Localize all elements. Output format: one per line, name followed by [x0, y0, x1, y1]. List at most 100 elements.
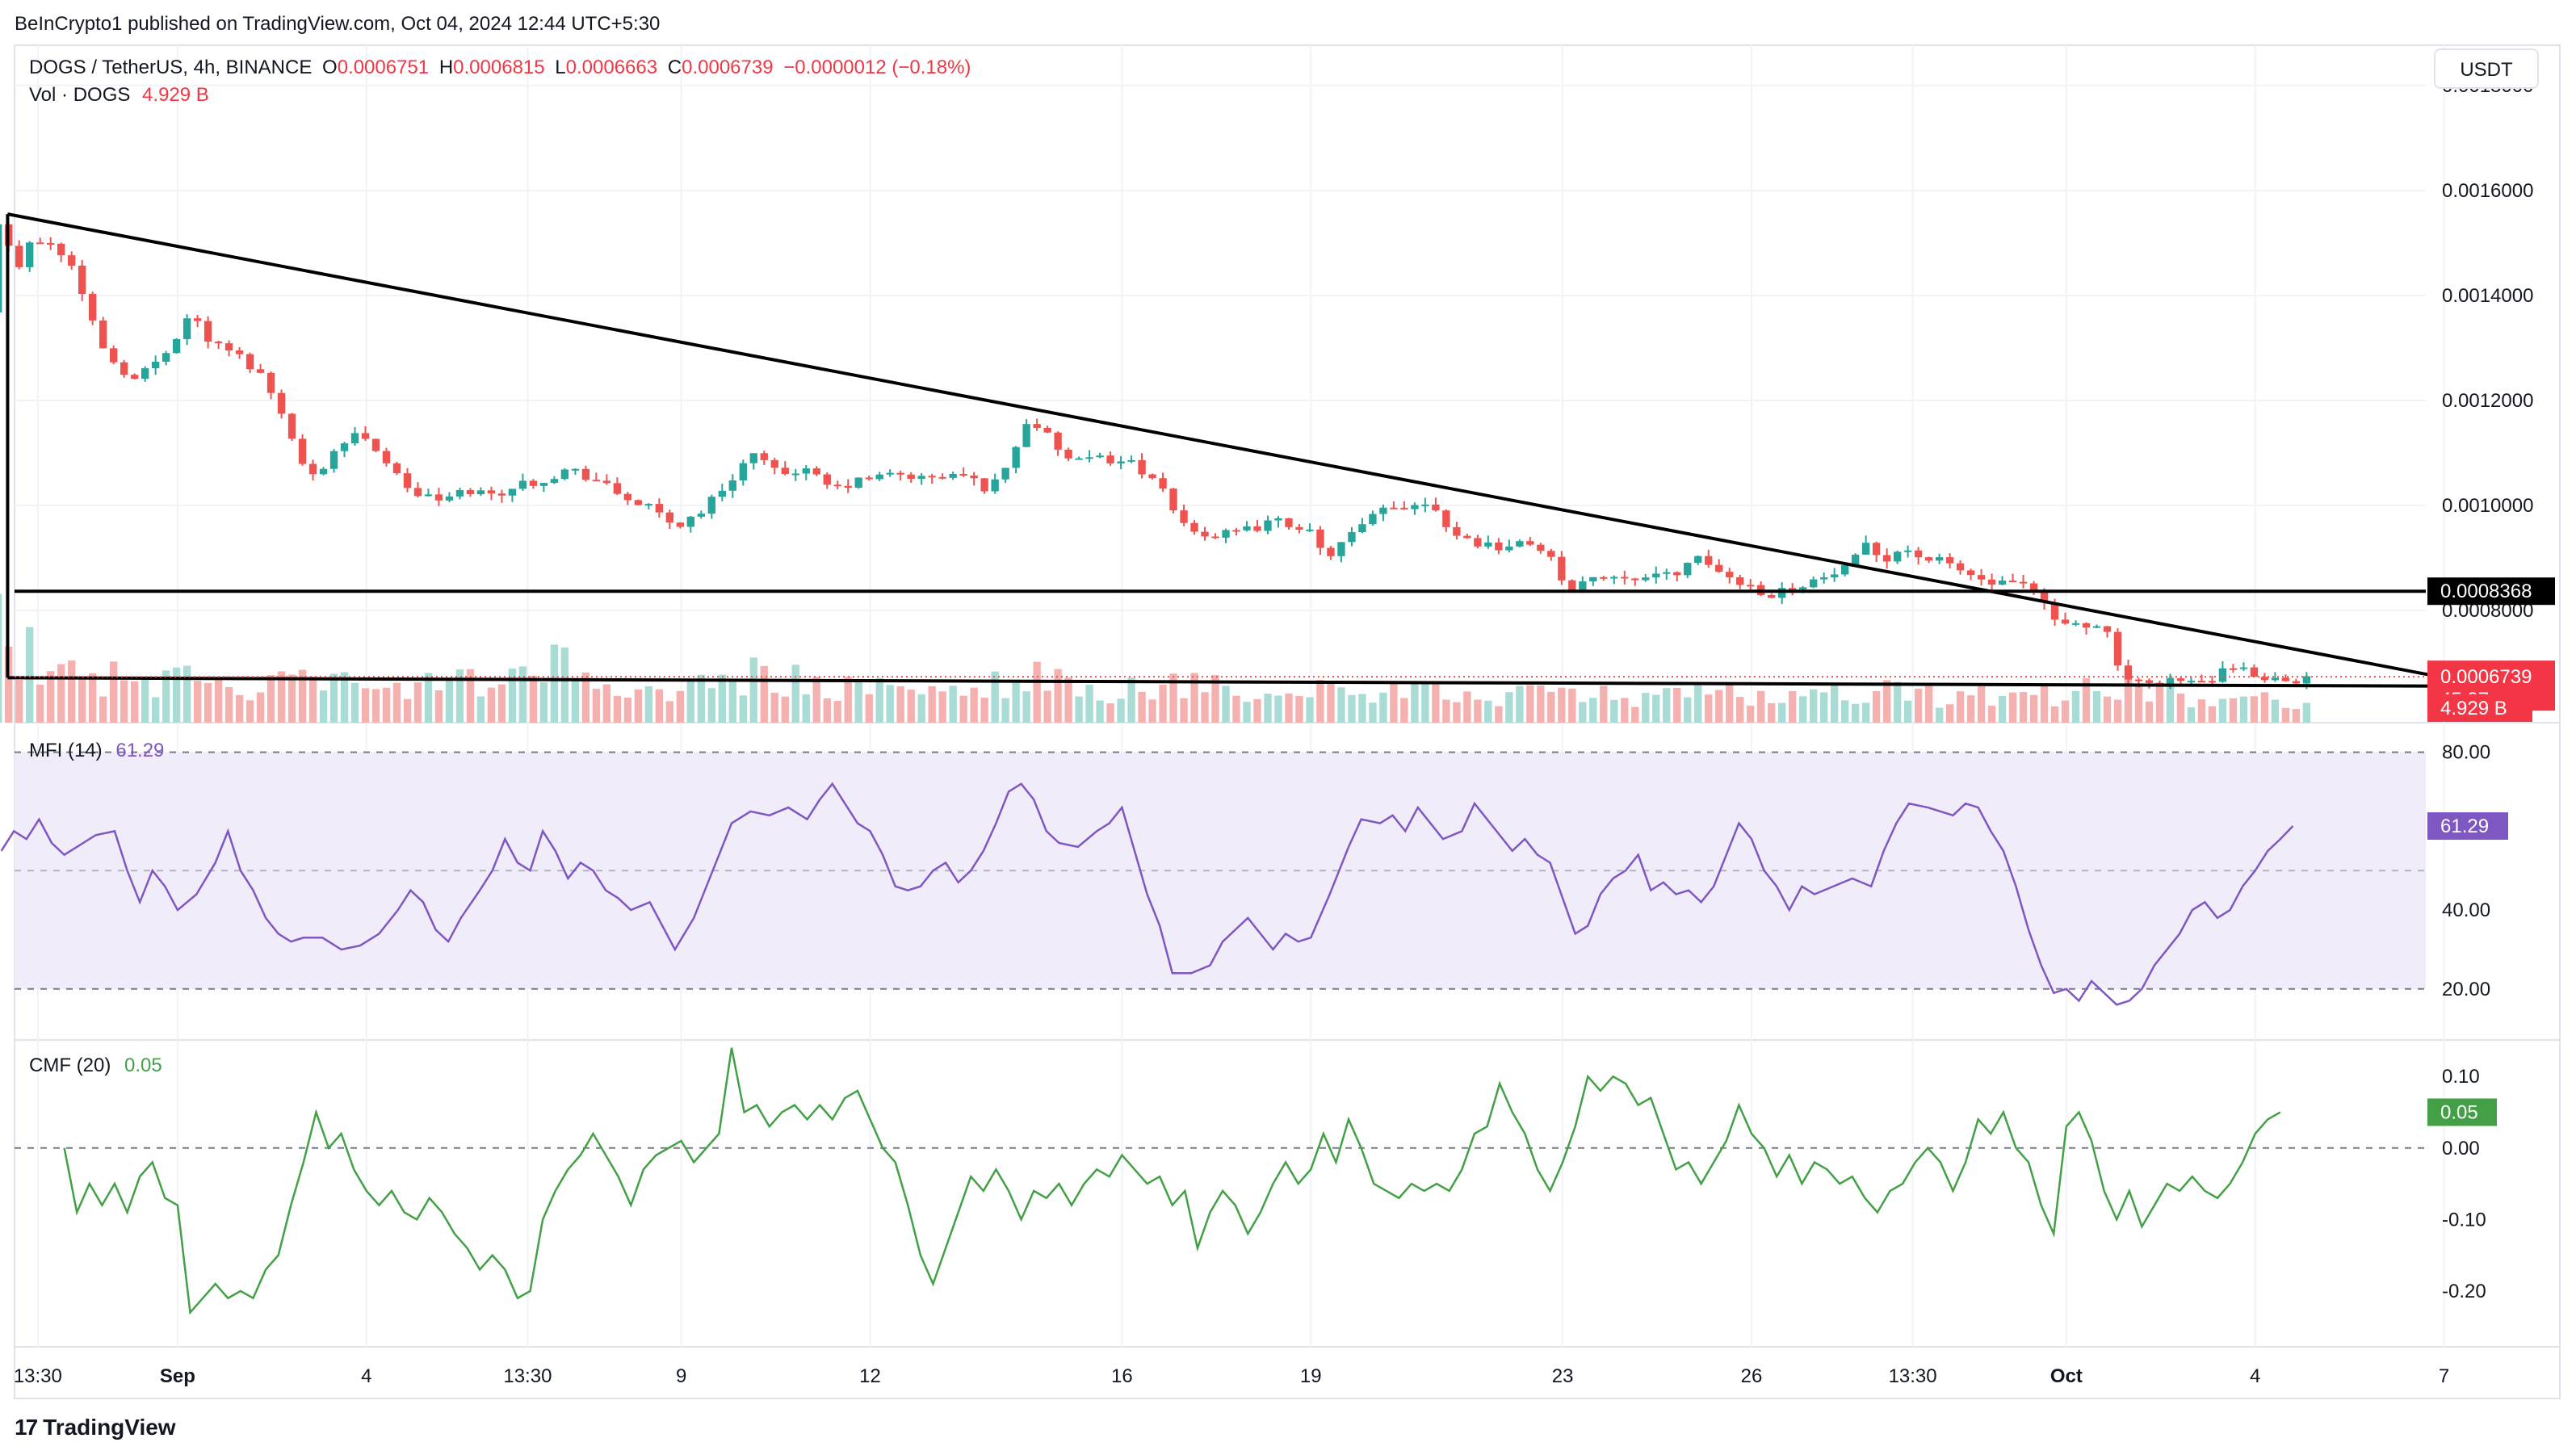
volume-bar: [2092, 690, 2101, 723]
price-axis: 0.00180000.00160000.00140000.00120000.00…: [2427, 75, 2555, 722]
candle-body: [1893, 551, 1902, 562]
volume-bar: [1432, 683, 1440, 723]
candle-body: [1106, 455, 1114, 463]
candle-body: [1253, 526, 1261, 531]
volume-bar: [875, 677, 883, 723]
candle-body: [1243, 526, 1251, 530]
volume-bar: [1966, 695, 1975, 723]
volume-bar: [1358, 694, 1366, 723]
candle-body: [2271, 677, 2280, 681]
volume-bar: [2124, 675, 2133, 723]
candle-body: [676, 522, 685, 527]
time-tick-label: 7: [2439, 1365, 2449, 1387]
candle-body: [623, 493, 632, 501]
volume-bar: [2050, 706, 2059, 723]
volume-bar: [802, 694, 810, 723]
volume-bar: [2082, 678, 2091, 723]
volume-bar: [1390, 681, 1398, 723]
volume-bar: [193, 681, 202, 723]
volume-bar: [1001, 698, 1009, 723]
candle-body: [718, 490, 726, 497]
tradingview-footer[interactable]: 17 TradingView: [15, 1415, 176, 1440]
volume-bar: [1799, 696, 1807, 723]
volume-bar: [1117, 698, 1125, 723]
candle-body: [2208, 681, 2217, 683]
candle-body: [445, 496, 454, 501]
volume-bar: [1610, 699, 1618, 723]
time-tick-label: 4: [361, 1365, 371, 1387]
volume-bar: [1033, 661, 1041, 723]
cmf-value: 0.05: [124, 1055, 162, 1076]
volume-bar: [497, 684, 506, 723]
candle-body: [2134, 679, 2143, 681]
candle-body: [88, 294, 97, 321]
candle-body: [57, 243, 65, 256]
cmf-tick-label: 0.00: [2442, 1138, 2480, 1159]
open-label: O: [322, 57, 338, 78]
cmf-title[interactable]: CMF (20): [29, 1055, 111, 1076]
candle-body: [539, 483, 548, 486]
cmf-pane: 0.10 0.00 -0.10 -0.20 0.05: [15, 1047, 2497, 1315]
volume-bar: [68, 660, 76, 723]
volume-label[interactable]: Vol · DOGS: [29, 84, 131, 106]
candle-body: [1369, 514, 1377, 525]
volume-bar: [1768, 702, 1776, 723]
volume-bar: [980, 698, 988, 723]
time-tick-label: 9: [676, 1365, 686, 1387]
candle-body: [2124, 665, 2133, 680]
cmf-legend: CMF (20) 0.05: [29, 1055, 162, 1077]
volume-bar: [2187, 707, 2196, 723]
trendline-descending-resistance[interactable]: [7, 212, 2451, 681]
candle-body: [1096, 455, 1104, 458]
candle-body: [308, 463, 317, 475]
candle-body: [151, 362, 160, 369]
volume-bar: [1211, 675, 1219, 723]
volume-bar: [1945, 704, 1954, 723]
candle-body: [1830, 574, 1839, 578]
candle-body: [1201, 531, 1209, 537]
currency-button[interactable]: USDT: [2434, 48, 2539, 89]
volume-bar: [151, 697, 160, 723]
candle-body: [2061, 619, 2070, 624]
volume-bar: [1243, 702, 1251, 723]
volume-bar: [2061, 700, 2070, 723]
volume-bar: [214, 679, 223, 723]
candle-body: [1442, 510, 1450, 527]
candle-body: [917, 476, 925, 480]
mfi-title[interactable]: MFI (14): [29, 740, 103, 761]
price-grid: [15, 45, 2445, 1347]
volume-bar: [1851, 703, 1860, 723]
candle-body: [2166, 678, 2175, 686]
volume-bar: [707, 688, 715, 723]
volume-bar: [1998, 696, 2007, 723]
volume-bar: [183, 665, 191, 723]
candle-body: [1463, 535, 1471, 539]
time-tick-label: 23: [1552, 1365, 1574, 1387]
candle-body: [1809, 579, 1818, 588]
symbol-name[interactable]: DOGS / TetherUS, 4h, BINANCE: [29, 57, 313, 78]
volume-bar: [172, 667, 181, 723]
volume-bar: [361, 688, 370, 723]
candle-body: [1085, 457, 1093, 459]
candle-body: [487, 490, 496, 494]
candle-body: [1505, 546, 1513, 551]
volume-bar: [1348, 694, 1356, 723]
volume-bar: [949, 686, 957, 723]
volume-bar: [539, 681, 548, 723]
volume-bar: [1264, 694, 1272, 723]
trendline-lower-support[interactable]: [7, 676, 2451, 688]
volume-bar: [1138, 691, 1146, 723]
volume-bar: [287, 674, 296, 723]
candle-body: [329, 451, 338, 469]
candle-body: [130, 375, 139, 379]
candle-body: [162, 353, 170, 363]
candle-body: [1694, 556, 1702, 564]
volume-bar: [350, 682, 359, 723]
time-tick-label: 19: [1300, 1365, 1322, 1387]
candle-body: [1400, 507, 1408, 509]
volume-bar: [508, 668, 517, 723]
candle-body: [959, 473, 967, 476]
candle-body: [68, 255, 76, 266]
volume-bar: [47, 671, 55, 723]
volume-bar: [833, 701, 841, 723]
